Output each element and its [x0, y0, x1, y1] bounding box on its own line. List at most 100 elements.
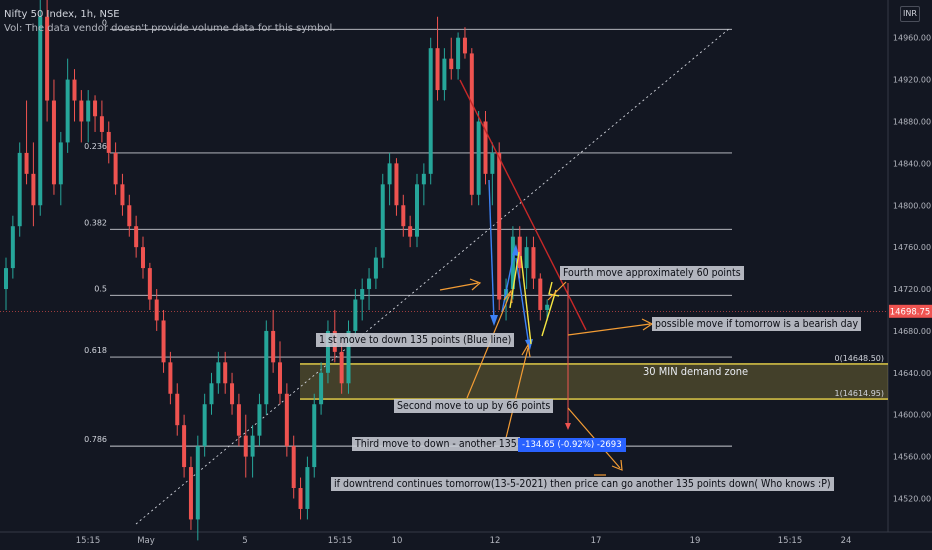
time-tick-label: 5 [242, 536, 247, 546]
demand-zone[interactable]: 0(14648.50) 1(14614.95) [300, 354, 888, 400]
candle-body [469, 53, 474, 195]
candle-body [106, 131, 111, 153]
time-tick-label: 15:15 [76, 536, 101, 546]
annotation-move-1[interactable]: 1 st move to down 135 points (Blue line) [316, 333, 515, 347]
fib-level-label: 0.382 [84, 218, 107, 227]
price-tick-label: 14600.00 [893, 411, 931, 420]
demand-zone-bottom-label: 1(14614.95) [834, 389, 884, 398]
candle-body [387, 163, 392, 185]
candle-body [250, 435, 255, 457]
price-tick-label: 14960.00 [893, 34, 931, 43]
blue-move-1 [488, 179, 495, 323]
demand-zone-label: 30 MIN demand zone [643, 365, 749, 378]
arrow-1 [439, 282, 479, 291]
arrow-4 [547, 281, 567, 301]
price-tick-label: 14720.00 [893, 285, 931, 294]
demand-zone-fill [300, 363, 888, 400]
time-tick-label: 24 [841, 536, 852, 546]
fib-level-label: 0.5 [94, 284, 107, 293]
candle-body [435, 48, 440, 91]
currency-button[interactable]: INR [900, 6, 920, 22]
candle-body [38, 16, 43, 206]
candle-body [31, 173, 36, 206]
time-axis[interactable]: 15:15 May 5 15:15 10 12 17 19 15:15 24 [76, 536, 852, 546]
fib-level-label: 0 [102, 18, 107, 27]
candle-body [264, 330, 269, 405]
candle-body [230, 383, 235, 405]
price-tick-label: 14920.00 [893, 76, 931, 85]
time-tick-label: 17 [591, 536, 602, 546]
annotation-bearish[interactable]: possible move if tomorrow is a bearish d… [652, 317, 862, 331]
candle-body [134, 226, 139, 248]
yellow-move-3 [520, 255, 532, 345]
arrowhead-1 [469, 278, 482, 291]
candle-body [325, 330, 330, 373]
candle-body [113, 152, 118, 185]
candle-body [51, 100, 56, 185]
candle-body [462, 37, 467, 54]
candle-body [17, 152, 22, 227]
candle-body [10, 226, 15, 269]
blue-move-3 [515, 257, 530, 347]
downtrend-line[interactable] [459, 79, 587, 331]
arrowhead-3 [521, 343, 531, 358]
fib-level-label: 0.236 [84, 142, 107, 151]
last-price-badge [889, 304, 932, 318]
annotation-downtrend[interactable]: if downtrend continues tomorrow(13-5-202… [331, 477, 834, 491]
candle-body [79, 100, 84, 122]
candle-body [58, 142, 63, 185]
arrowhead-6 [611, 459, 623, 471]
arrow-3 [505, 347, 529, 439]
price-tick-label: 14880.00 [893, 117, 931, 126]
candle-body [24, 152, 29, 174]
candle-body [517, 236, 522, 269]
measure-badge[interactable]: -134.65 (-0.92%) -2693 [518, 438, 626, 452]
candle-body [524, 247, 529, 269]
last-price-value: 14698.75 [890, 307, 931, 317]
candle-body [72, 79, 77, 101]
yellow-arrowhead-4 [548, 281, 560, 297]
time-tick-label: 19 [690, 536, 701, 546]
candle-body [510, 236, 515, 290]
price-tick-label: 14560.00 [893, 453, 931, 462]
candle-body [380, 184, 385, 258]
candle-body [545, 304, 550, 310]
candle-body [271, 330, 276, 363]
candle-body [65, 79, 70, 143]
blue-arrowhead-1 [490, 315, 498, 326]
blue-move-2 [501, 247, 516, 313]
candle-body [284, 393, 289, 447]
candle-body [209, 383, 214, 405]
fib-retracement[interactable]: 0 0.236 0.382 0.5 0.618 0.786 [84, 18, 732, 447]
candle-body [305, 467, 310, 509]
candle-body [243, 435, 248, 457]
candle-body [373, 257, 378, 279]
drawings[interactable] [439, 79, 654, 476]
time-tick-label: 15:15 [328, 536, 353, 546]
candle-body [195, 446, 200, 520]
candle-body [490, 152, 495, 174]
demand-zone-top-label: 0(14648.50) [834, 354, 884, 363]
candle-body [449, 58, 454, 70]
annotation-move-4[interactable]: Fourth move approximately 60 points [560, 266, 744, 280]
volume-note: Vol: The data vendor doesn't provide vol… [4, 23, 336, 34]
price-tick-label: 14520.00 [893, 494, 931, 503]
candle-body [476, 121, 481, 195]
symbol-title[interactable]: Nifty 50 Index, 1h, NSE [4, 9, 120, 20]
candle-body [216, 362, 221, 384]
arrow-5 [567, 323, 651, 336]
time-tick-label: 12 [490, 536, 501, 546]
candle-body [319, 372, 324, 405]
candle-body [99, 116, 104, 132]
candle-body [538, 278, 543, 310]
annotation-move-2[interactable]: Second move to up by 66 points [394, 399, 554, 413]
candle-body [236, 404, 241, 436]
annotation-move-3[interactable]: Third move to down - another 135 [352, 437, 520, 451]
blue-arrowhead-2 [512, 244, 519, 256]
candle-body [188, 467, 193, 520]
candle-body [182, 425, 187, 468]
price-axis[interactable]: 14520.00 14560.00 14600.00 14640.00 14680.00… [893, 34, 931, 504]
diagonal-trend-line[interactable] [135, 27, 731, 525]
